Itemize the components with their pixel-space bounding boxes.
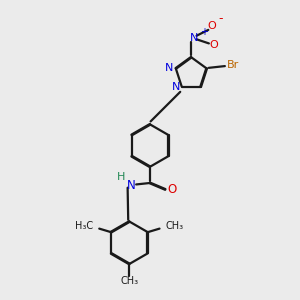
Text: H₃C: H₃C bbox=[75, 221, 93, 231]
Text: O: O bbox=[209, 40, 218, 50]
Text: Br: Br bbox=[227, 61, 239, 70]
Text: -: - bbox=[218, 12, 223, 25]
Text: N: N bbox=[190, 33, 198, 43]
Text: N: N bbox=[172, 82, 181, 92]
Text: CH₃: CH₃ bbox=[120, 276, 139, 286]
Text: O: O bbox=[167, 183, 176, 196]
Text: O: O bbox=[208, 21, 216, 31]
Text: +: + bbox=[200, 27, 208, 37]
Text: N: N bbox=[165, 63, 173, 73]
Text: H: H bbox=[117, 172, 126, 182]
Text: CH₃: CH₃ bbox=[166, 221, 184, 231]
Text: N: N bbox=[128, 179, 136, 192]
